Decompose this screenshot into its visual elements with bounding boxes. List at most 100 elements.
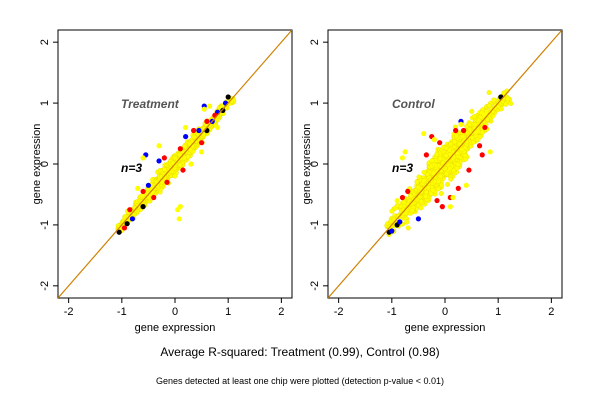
y-axis-label: gene expression xyxy=(301,124,313,205)
cloud-point xyxy=(172,173,178,179)
data-point xyxy=(151,194,157,201)
data-point xyxy=(198,140,205,146)
panel-title: Treatment xyxy=(121,97,180,111)
data-point xyxy=(394,197,400,204)
data-point xyxy=(129,216,136,222)
y-tick-label: 1 xyxy=(39,100,51,106)
data-point xyxy=(140,155,146,161)
data-point xyxy=(487,149,493,155)
cloud-point xyxy=(177,152,183,158)
cloud-point xyxy=(476,117,482,123)
x-tick-label: 0 xyxy=(442,306,448,318)
cloud-point xyxy=(439,182,445,188)
data-point xyxy=(191,127,197,134)
cloud-point xyxy=(405,225,411,231)
cloud-point xyxy=(177,162,183,168)
data-point xyxy=(461,127,467,134)
cloud-point xyxy=(430,187,436,193)
x-axis-label: gene expression xyxy=(405,322,486,334)
cloud-point xyxy=(448,176,454,182)
cloud-point xyxy=(423,193,429,199)
data-point xyxy=(198,149,205,155)
cloud-point xyxy=(429,158,435,164)
series-points xyxy=(116,94,231,235)
data-point xyxy=(206,103,213,109)
data-point xyxy=(402,149,408,155)
y-tick-label: 0 xyxy=(309,161,321,167)
cloud-point xyxy=(445,181,450,187)
cloud-point xyxy=(409,208,415,214)
cloud-point xyxy=(437,156,443,162)
cloud-point xyxy=(418,205,424,211)
data-point xyxy=(463,182,469,188)
cloud-point xyxy=(455,162,461,167)
cloud-point xyxy=(486,90,492,95)
cloud-point xyxy=(486,103,492,109)
cloud-point xyxy=(408,193,414,199)
cloud-point xyxy=(447,166,453,172)
y-tick-label: 2 xyxy=(309,39,321,45)
data-point xyxy=(455,185,461,191)
cloud-point xyxy=(469,108,475,114)
cloud-point xyxy=(498,106,504,112)
cloud-point xyxy=(425,185,431,190)
cloud-point xyxy=(462,153,468,158)
cloud-point xyxy=(503,101,509,107)
cloud-point xyxy=(491,97,497,103)
x-tick-label: -1 xyxy=(387,306,397,318)
data-point xyxy=(156,158,162,164)
cloud-point xyxy=(444,171,449,177)
main-caption: Average R-squared: Treatment (0.99), Con… xyxy=(160,345,439,359)
data-point xyxy=(482,124,488,131)
cloud-point xyxy=(401,199,407,205)
data-point xyxy=(124,221,130,227)
data-point xyxy=(220,107,226,113)
cloud-point xyxy=(436,178,442,184)
cloud-point xyxy=(501,90,507,96)
series-points xyxy=(121,112,218,231)
plot-area xyxy=(328,30,562,298)
data-point xyxy=(453,127,459,134)
x-tick-label: -2 xyxy=(64,306,74,318)
sample-size-label: n=3 xyxy=(121,161,142,175)
y-tick-label: 0 xyxy=(39,161,51,167)
data-point xyxy=(140,204,146,210)
data-point xyxy=(116,229,122,235)
data-point xyxy=(135,185,141,191)
x-tick-label: -2 xyxy=(334,306,344,318)
data-point xyxy=(439,204,445,210)
data-point xyxy=(177,146,183,152)
sub-caption: Genes detected at least one chip were pl… xyxy=(156,376,444,386)
data-point xyxy=(421,130,427,137)
cloud-point xyxy=(418,199,424,205)
data-point xyxy=(479,152,485,158)
cloud-point xyxy=(161,166,167,172)
data-point xyxy=(434,197,440,204)
cloud-point xyxy=(455,150,461,156)
cloud-point xyxy=(423,189,429,195)
data-point xyxy=(201,106,207,112)
cloud-point xyxy=(421,169,427,175)
cloud-point xyxy=(438,191,444,196)
data-point xyxy=(447,204,453,210)
y-axis-label: gene expression xyxy=(31,124,43,205)
cloud-point xyxy=(188,147,194,153)
cloud-point xyxy=(404,219,410,225)
cloud-point xyxy=(471,114,477,120)
cloud-point xyxy=(443,153,449,159)
cloud-point xyxy=(438,173,444,179)
y-tick-label: -1 xyxy=(39,220,51,230)
data-point xyxy=(405,188,411,195)
data-point xyxy=(214,124,221,131)
data-point xyxy=(127,207,133,213)
data-point xyxy=(121,225,128,231)
plot-area xyxy=(58,30,292,298)
data-point xyxy=(389,228,395,234)
data-point xyxy=(476,143,483,149)
cloud-point xyxy=(448,141,454,147)
data-point xyxy=(183,124,189,131)
x-tick-label: 2 xyxy=(548,306,554,318)
cloud-point xyxy=(459,147,465,152)
sample-size-label: n=3 xyxy=(392,161,413,175)
x-tick-label: 0 xyxy=(172,306,178,318)
